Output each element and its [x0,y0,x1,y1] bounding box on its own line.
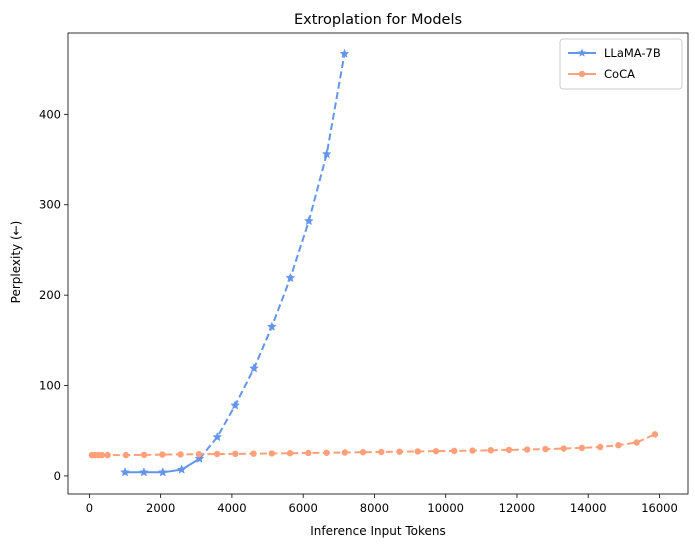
data-point [378,448,385,456]
legend-swatch-marker [577,48,587,57]
data-point [212,431,223,442]
data-point [140,451,148,459]
data-point [266,321,277,331]
data-point [177,451,184,458]
data-point [359,449,367,456]
x-tick-label: 4000 [217,501,246,515]
data-point [195,451,203,458]
x-axis-label: Inference Input Tokens [310,524,446,538]
y-tick-label: 0 [54,469,61,483]
x-tick-label: 12000 [499,501,536,515]
data-point [451,447,458,455]
data-point [303,215,314,226]
chart-title: Extroplation for Models [294,12,462,28]
data-point [615,441,622,449]
data-point [249,363,259,373]
data-point [323,449,330,456]
x-tick-label: 2000 [146,501,175,515]
legend: LLaMA-7B CoCA [559,38,683,90]
data-point [176,464,187,474]
data-point [597,443,604,451]
data-point [542,445,549,453]
legend-label: LLaMA-7B [604,46,661,60]
data-point [487,447,494,454]
data-point [285,272,296,283]
series-coca [88,431,659,459]
data-point [578,444,586,452]
data-point [286,450,294,457]
series-llama-7b [120,48,350,477]
plot-frame [67,32,689,495]
data-point [104,451,111,459]
data-point [633,439,640,446]
data-point [122,451,130,459]
data-point [232,450,239,458]
data-point [321,148,332,159]
x-tick-label: 0 [86,501,93,515]
y-tick-label: 300 [39,198,61,212]
data-point [469,447,476,454]
data-point [250,450,257,457]
data-point [194,453,205,463]
data-point [339,48,350,58]
legend-box [559,38,683,90]
y-tick-label: 400 [39,107,61,121]
x-tick-label: 8000 [360,501,389,515]
data-point [560,445,567,452]
data-point [432,447,440,455]
data-point [505,446,513,454]
x-tick-label: 10000 [427,501,464,515]
data-point [305,449,312,457]
data-point [159,451,166,458]
x-tick-label: 14000 [570,501,607,515]
data-point [213,450,221,458]
x-tick-label: 6000 [289,501,318,515]
legend-label: CoCA [604,67,635,81]
data-point [651,431,659,438]
data-point [396,448,403,455]
data-point [268,450,276,457]
y-tick-label: 200 [39,288,61,302]
data-point [98,451,106,459]
data-point [120,467,130,477]
data-point [230,400,241,410]
legend-swatch-marker [578,70,586,78]
data-point [524,446,531,453]
y-tick-label: 100 [39,379,61,393]
data-point [414,448,421,455]
x-tick-label: 16000 [641,501,678,515]
y-axis-label: Perplexity (←) [9,221,23,304]
data-point [157,467,168,477]
data-point [139,467,149,477]
data-point [341,449,348,456]
